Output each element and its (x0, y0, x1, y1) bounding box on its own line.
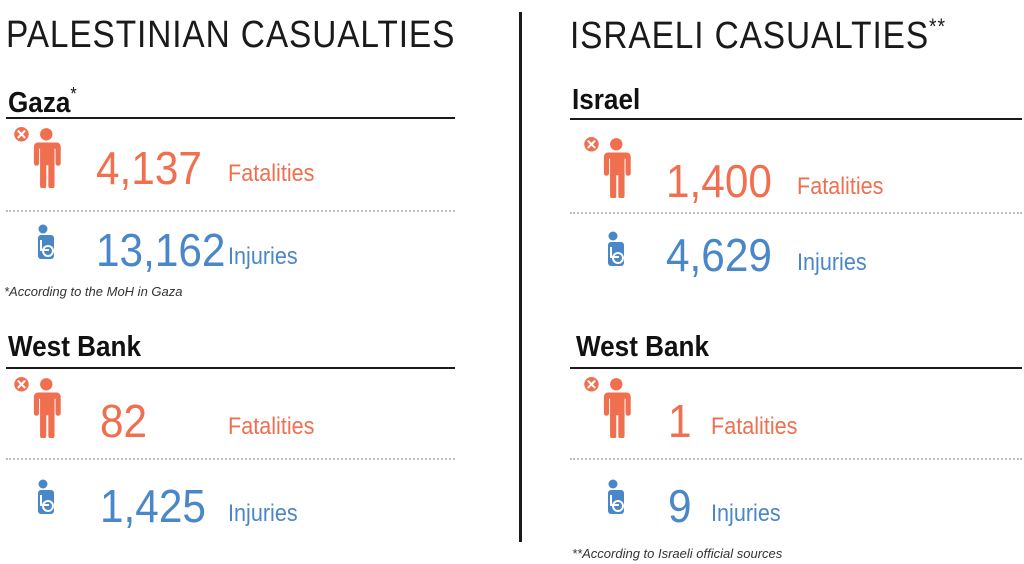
pal-west-bank-injuries-value: 1,425 (100, 480, 206, 532)
column-divider (519, 12, 522, 542)
gaza-fatalities-value: 4,137 (96, 142, 202, 194)
isr-west-bank-heading: West Bank (576, 331, 709, 363)
pal-west-bank-fatalities-label: Fatalities (228, 413, 315, 440)
israel-fatalities-value: 1,400 (666, 155, 772, 207)
israeli-title: ISRAELI CASUALTIES** (570, 14, 946, 57)
person-wheelchair-icon (32, 224, 62, 264)
gaza-footnote-mark: * (70, 84, 77, 104)
gaza-rule (6, 117, 455, 119)
person-wheelchair-icon (602, 231, 632, 271)
pal-west-bank-separator (6, 458, 455, 460)
person-x-icon (10, 126, 66, 188)
isr-west-bank-fatalities-label: Fatalities (711, 413, 798, 440)
israel-rule (570, 118, 1022, 120)
israel-fatalities-label: Fatalities (797, 173, 884, 200)
palestinian-title: PALESTINIAN CASUALTIES (6, 14, 456, 56)
pal-west-bank-heading: West Bank (8, 331, 141, 363)
israel-separator (570, 212, 1022, 214)
isr-west-bank-injuries-value: 9 (668, 480, 692, 532)
isr-west-bank-injuries-label: Injuries (711, 500, 781, 527)
person-x-icon (580, 376, 636, 438)
pal-west-bank-fatalities-value: 82 (100, 395, 148, 447)
gaza-heading: Gaza* (8, 84, 77, 119)
israeli-source-note: **According to Israeli official sources (572, 546, 783, 561)
isr-west-bank-fatalities-value: 1 (668, 395, 692, 447)
gaza-injuries-label: Injuries (228, 243, 298, 270)
israeli-footnote-mark: ** (929, 14, 946, 39)
gaza-fatalities-label: Fatalities (228, 160, 315, 187)
israel-heading: Israel (572, 84, 641, 116)
person-x-icon (10, 376, 66, 438)
person-x-icon (580, 136, 636, 198)
gaza-source-note: *According to the MoH in Gaza (4, 284, 183, 299)
israel-injuries-value: 4,629 (666, 229, 772, 281)
pal-west-bank-rule (6, 367, 455, 369)
gaza-separator (6, 210, 455, 212)
pal-west-bank-injuries-label: Injuries (228, 500, 298, 527)
person-wheelchair-icon (602, 479, 632, 519)
person-wheelchair-icon (32, 479, 62, 519)
isr-west-bank-separator (570, 458, 1022, 460)
isr-west-bank-rule (570, 367, 1022, 369)
gaza-injuries-value: 13,162 (96, 224, 226, 276)
israel-injuries-label: Injuries (797, 249, 867, 276)
